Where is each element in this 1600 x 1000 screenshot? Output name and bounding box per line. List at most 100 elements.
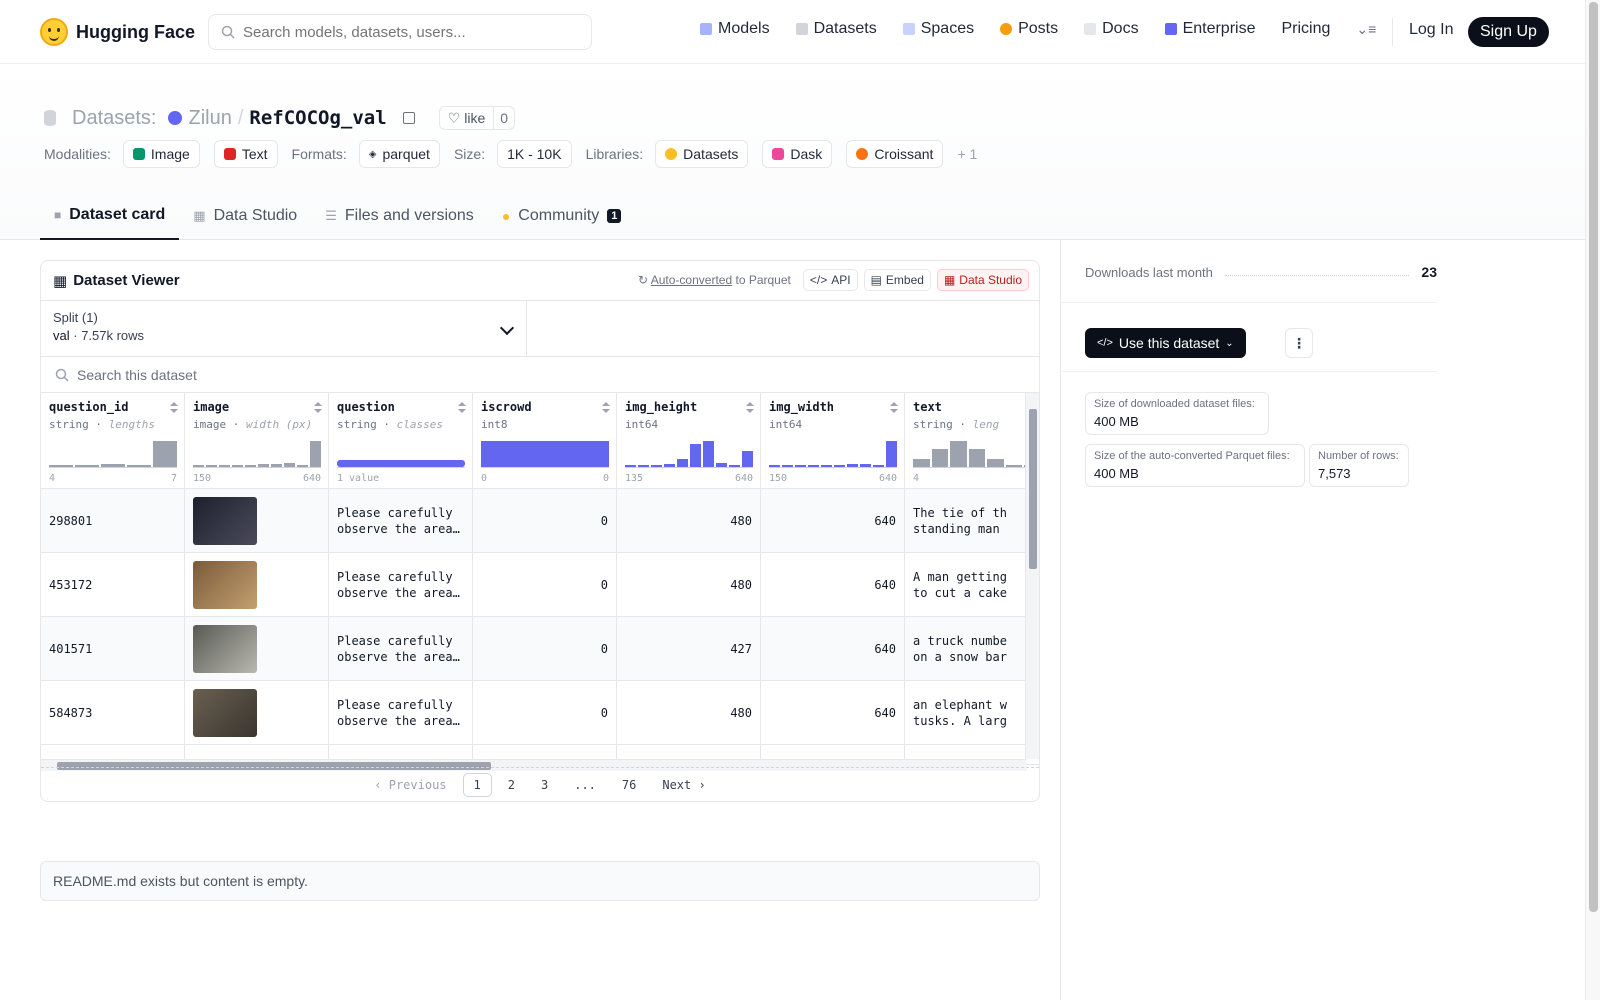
- histogram-bar[interactable]: [258, 464, 269, 467]
- table-cell[interactable]: Please carefully observe the area…: [329, 489, 472, 553]
- nav-posts[interactable]: Posts: [1000, 20, 1058, 38]
- login-link[interactable]: Log In: [1409, 21, 1454, 38]
- tag-parquet[interactable]: ◈ parquet: [358, 140, 440, 168]
- column-header[interactable]: text string · leng 4: [905, 393, 1039, 489]
- histogram-bar[interactable]: [703, 441, 714, 467]
- vertical-scrollbar[interactable]: [1025, 393, 1039, 759]
- table-cell[interactable]: Please carefully observe the area…: [329, 681, 472, 745]
- table-cell[interactable]: [185, 617, 328, 681]
- histogram-bar[interactable]: [245, 465, 256, 467]
- nav-pricing[interactable]: Pricing: [1281, 20, 1330, 38]
- histogram-bar[interactable]: [782, 465, 793, 467]
- histogram-bar[interactable]: [834, 465, 845, 467]
- auto-converted-link[interactable]: Auto-converted: [650, 273, 733, 287]
- table-cell[interactable]: 640: [761, 681, 904, 745]
- histogram-bar[interactable]: [860, 464, 871, 467]
- histogram-bar[interactable]: [193, 465, 204, 467]
- histogram-bar[interactable]: [271, 464, 282, 467]
- histogram-bar[interactable]: [821, 465, 832, 467]
- page-76[interactable]: 76: [621, 777, 637, 792]
- histogram-bar[interactable]: [795, 465, 806, 467]
- histogram-bar[interactable]: [873, 465, 884, 467]
- image-thumbnail[interactable]: [193, 560, 257, 609]
- tag-datasets[interactable]: Datasets: [655, 140, 749, 168]
- histogram-bar[interactable]: [232, 465, 243, 467]
- page-3[interactable]: 3: [540, 777, 549, 792]
- nav-docs[interactable]: Docs: [1084, 20, 1139, 38]
- table-cell[interactable]: The tie of th standing man: [905, 489, 1039, 553]
- column-header[interactable]: iscrowd int8 0 0: [473, 393, 616, 489]
- histogram-bar[interactable]: [49, 465, 73, 467]
- histogram-bar[interactable]: [206, 465, 217, 467]
- api-button[interactable]: </> API: [802, 269, 858, 291]
- table-cell[interactable]: a truck numbe on a snow bar: [905, 617, 1039, 681]
- table-cell[interactable]: 480: [617, 489, 760, 553]
- table-cell[interactable]: [185, 681, 328, 745]
- table-cell[interactable]: 640: [761, 553, 904, 617]
- column-header[interactable]: image image · width (px) 150 640: [185, 393, 328, 489]
- table-cell[interactable]: A man getting to cut a cake: [905, 553, 1039, 617]
- scroll-thumb[interactable]: [1589, 2, 1598, 912]
- tag-text[interactable]: Text: [213, 140, 278, 168]
- sort-icon[interactable]: [314, 402, 322, 414]
- histogram-bar[interactable]: [337, 460, 465, 467]
- horizontal-scrollbar[interactable]: [41, 759, 1027, 771]
- logo-link[interactable]: Hugging Face: [40, 18, 195, 46]
- column-header[interactable]: img_height int64 135 640: [617, 393, 760, 489]
- global-search-input[interactable]: [243, 23, 573, 41]
- column-header[interactable]: img_width int64 150 640: [761, 393, 904, 489]
- embed-button[interactable]: ▤ Embed: [863, 269, 931, 291]
- table-cell[interactable]: 480: [617, 681, 760, 745]
- global-search[interactable]: [208, 14, 592, 50]
- histogram-bar[interactable]: [950, 441, 967, 467]
- nav-spaces[interactable]: Spaces: [902, 20, 974, 38]
- histogram-bar[interactable]: [716, 463, 727, 467]
- table-cell[interactable]: 0: [473, 553, 616, 617]
- histogram-bar[interactable]: [75, 465, 99, 467]
- histogram-bar[interactable]: [729, 465, 740, 467]
- owner-link[interactable]: Zilun: [188, 106, 232, 129]
- table-cell[interactable]: 584873: [41, 681, 184, 745]
- histogram-bar[interactable]: [677, 459, 688, 467]
- table-cell[interactable]: 453172: [41, 553, 184, 617]
- image-thumbnail[interactable]: [193, 624, 257, 673]
- column-header[interactable]: question_id string · lengths 4 7: [41, 393, 184, 489]
- histogram-bar[interactable]: [127, 465, 151, 467]
- nav-datasets[interactable]: Datasets: [795, 20, 877, 38]
- table-cell[interactable]: [185, 553, 328, 617]
- table-cell[interactable]: 427: [617, 617, 760, 681]
- more-options-button[interactable]: ⋮: [1285, 328, 1313, 358]
- table-cell[interactable]: 0: [473, 681, 616, 745]
- more-libraries[interactable]: + 1: [957, 146, 978, 162]
- table-cell[interactable]: 401571: [41, 617, 184, 681]
- table-cell[interactable]: 480: [617, 553, 760, 617]
- scroll-thumb[interactable]: [57, 762, 491, 770]
- column-header[interactable]: question string · classes 1 value: [329, 393, 472, 489]
- tag-dask[interactable]: Dask: [762, 140, 833, 168]
- image-thumbnail[interactable]: [193, 496, 257, 545]
- nav-models[interactable]: Models: [700, 20, 770, 38]
- histogram-bar[interactable]: [987, 459, 1004, 467]
- sort-icon[interactable]: [458, 402, 466, 414]
- page-2[interactable]: 2: [507, 777, 515, 792]
- histogram-bar[interactable]: [481, 441, 609, 467]
- tag-size[interactable]: 1K - 10K: [497, 140, 572, 168]
- page-scrollbar[interactable]: [1585, 0, 1600, 1000]
- histogram-bar[interactable]: [310, 441, 321, 467]
- histogram-bar[interactable]: [284, 463, 295, 467]
- histogram-bar[interactable]: [847, 464, 858, 467]
- histogram-bar[interactable]: [664, 464, 675, 467]
- nav-enterprise[interactable]: Enterprise: [1164, 20, 1255, 38]
- histogram-bar[interactable]: [769, 465, 780, 467]
- next-page-button[interactable]: Next ›: [662, 777, 706, 792]
- prev-page-button[interactable]: ‹ Previous: [374, 777, 447, 792]
- histogram-bar[interactable]: [297, 465, 308, 467]
- dataset-search[interactable]: Search this dataset: [41, 357, 1039, 393]
- table-cell[interactable]: 640: [761, 617, 904, 681]
- table-cell[interactable]: 640: [761, 489, 904, 553]
- sort-icon[interactable]: [602, 402, 610, 414]
- histogram-bar[interactable]: [153, 441, 177, 467]
- table-cell[interactable]: Please carefully observe the area…: [329, 617, 472, 681]
- sort-icon[interactable]: [170, 402, 178, 414]
- histogram-bar[interactable]: [219, 465, 230, 467]
